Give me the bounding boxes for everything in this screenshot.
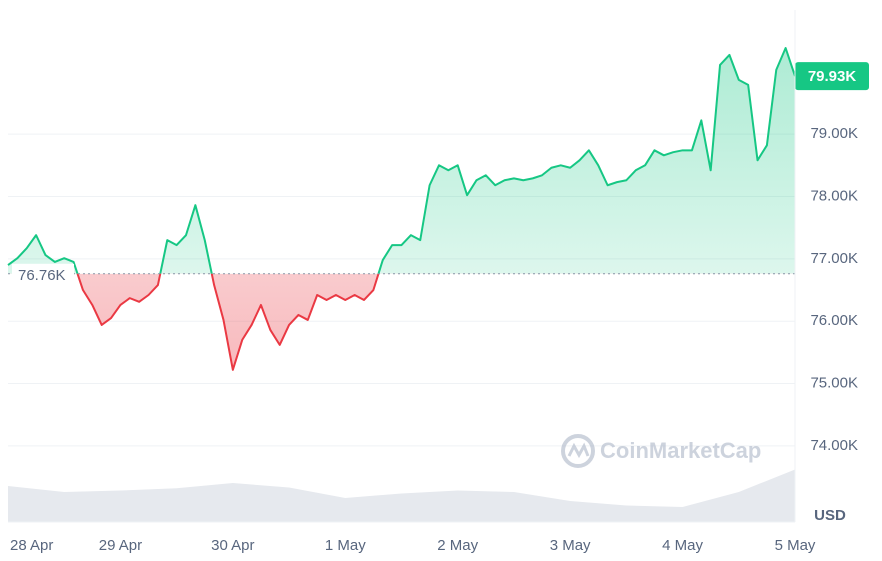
price-line-up (7, 47, 796, 274)
y-tick-label: 75.00K (810, 375, 858, 392)
area-up (8, 48, 795, 274)
y-tick-label: 76.00K (810, 312, 858, 329)
baseline-label: 76.76K (18, 267, 66, 284)
y-tick-label: 78.00K (810, 187, 858, 204)
x-tick-label: 5 May (775, 537, 816, 554)
currency-label: USD (814, 507, 846, 524)
y-tick-label: 74.00K (810, 437, 858, 454)
last-price-tag (795, 62, 869, 91)
y-tick-label: 77.00K (810, 250, 858, 267)
price-line-down (76, 273, 380, 371)
x-tick-label: 2 May (437, 537, 478, 554)
last-price-label: 79.93K (808, 68, 857, 85)
x-tick-label: 30 Apr (211, 537, 254, 554)
area-down (77, 273, 379, 370)
x-tick-label: 1 May (325, 537, 366, 554)
x-tick-label: 28 Apr (10, 537, 53, 554)
watermark-text: CoinMarketCap (600, 438, 761, 463)
watermark: CoinMarketCap (561, 434, 761, 468)
x-tick-label: 4 May (662, 537, 703, 554)
x-tick-label: 3 May (550, 537, 591, 554)
volume-area (8, 469, 795, 522)
x-tick-label: 29 Apr (99, 537, 142, 554)
y-tick-label: 79.00K (810, 125, 858, 142)
baseline-label-bg (12, 263, 74, 284)
